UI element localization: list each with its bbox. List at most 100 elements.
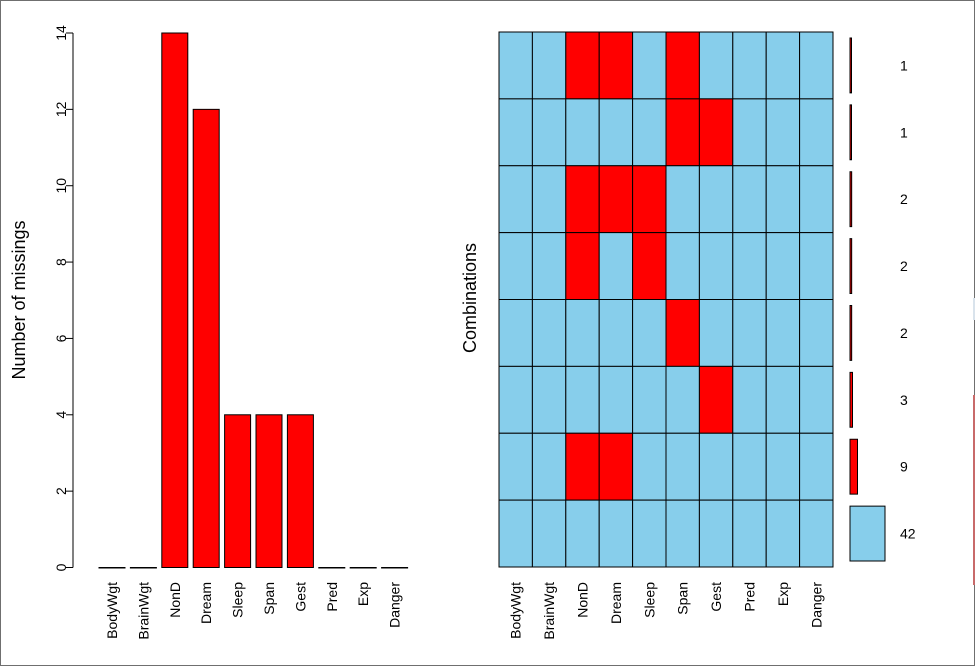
observed-cell	[598, 299, 634, 367]
observed-cell	[765, 299, 801, 367]
observed-cell	[565, 499, 600, 568]
y-tick-label: 0	[53, 563, 69, 571]
combination-count-label: 1	[900, 57, 908, 73]
observed-cell	[799, 432, 834, 501]
missing-cell	[665, 98, 700, 167]
bar-gest	[286, 414, 314, 568]
missing-cell	[665, 31, 700, 100]
observed-cell	[732, 232, 767, 300]
combination-column-label: Sleep	[641, 582, 657, 618]
bar-nond	[161, 32, 189, 568]
bar-pred	[318, 567, 346, 569]
x-tick-label: Dream	[198, 582, 214, 624]
observed-cell	[732, 499, 767, 568]
observed-cell	[632, 499, 667, 568]
observed-cell	[498, 165, 533, 234]
observed-cell	[531, 499, 567, 568]
observed-cell	[498, 31, 533, 100]
missing-cell	[565, 31, 600, 100]
observed-cell	[498, 98, 533, 167]
observed-cell	[498, 365, 533, 434]
observed-cell	[665, 432, 700, 501]
missing-cell	[565, 165, 600, 234]
observed-cell	[665, 499, 700, 568]
combination-count-label: 9	[900, 459, 908, 475]
observed-cell	[565, 98, 600, 167]
observed-cell	[799, 365, 834, 434]
observed-cell	[732, 365, 767, 434]
missing-cell	[698, 98, 734, 167]
observed-cell	[698, 165, 734, 234]
x-tick-label: Danger	[387, 582, 403, 628]
missing-cell	[565, 432, 600, 501]
observed-cell	[698, 232, 734, 300]
missing-cell	[598, 432, 634, 501]
observed-cell	[598, 499, 634, 568]
x-tick-label: BrainWgt	[135, 582, 151, 640]
x-tick-label: Span	[261, 582, 277, 615]
combination-frequency-bar	[849, 438, 858, 495]
observed-cell	[565, 365, 600, 434]
y-tick-label: 6	[53, 334, 69, 342]
observed-cell	[531, 31, 567, 100]
observed-cell	[765, 432, 801, 501]
combination-frequency-bar	[849, 104, 852, 161]
observed-cell	[531, 98, 567, 167]
observed-cell	[732, 299, 767, 367]
observed-cell	[598, 98, 634, 167]
combination-column-label: Exp	[775, 582, 791, 606]
observed-cell	[799, 299, 834, 367]
x-tick-label: Gest	[292, 582, 308, 612]
combinations-axis-title: Combinations	[460, 243, 480, 353]
combination-count-label: 2	[900, 325, 908, 341]
combination-count-label: 2	[900, 258, 908, 274]
combination-column-label: Dream	[608, 582, 624, 624]
missings-bar-chart: Number of missings 0 2 4 6 8 10 12 14 BodyWgt Bra…	[9, 25, 409, 640]
observed-cell	[799, 98, 834, 167]
combination-frequency-bar	[849, 171, 853, 228]
combination-frequency-bar	[849, 37, 852, 94]
observed-cell	[632, 299, 667, 367]
observed-cell	[765, 31, 801, 100]
missing-cell	[565, 232, 600, 300]
observed-cell	[765, 365, 801, 434]
combination-column-label: BrainWgt	[541, 582, 557, 640]
observed-cell	[799, 165, 834, 234]
bar-exp	[349, 567, 377, 569]
observed-cell	[765, 499, 801, 568]
observed-cell	[698, 31, 734, 100]
observed-cell	[632, 365, 667, 434]
combination-count-label: 3	[900, 392, 908, 408]
observed-cell	[632, 98, 667, 167]
observed-cell	[632, 31, 667, 100]
y-tick-label: 8	[53, 258, 69, 266]
window-edge-decoration	[973, 298, 975, 320]
observed-cell	[765, 98, 801, 167]
combination-frequency-bar	[849, 238, 853, 294]
bar-span	[255, 414, 283, 568]
observed-cell	[598, 365, 634, 434]
bar-dream	[192, 108, 220, 568]
x-tick-label: Exp	[355, 582, 371, 606]
observed-cell	[799, 31, 834, 100]
observed-cell	[531, 432, 567, 501]
observed-cell	[799, 499, 834, 568]
x-tick-label: Pred	[324, 582, 340, 612]
missing-cell	[598, 165, 634, 234]
bar-bodywgt	[98, 567, 126, 569]
observed-cell	[765, 165, 801, 234]
observed-cell	[498, 499, 533, 568]
y-axis-title: Number of missings	[9, 220, 29, 379]
observed-cell	[498, 232, 533, 300]
combination-column-label: Danger	[808, 582, 824, 628]
combination-count-label: 42	[900, 526, 916, 542]
observed-cell	[732, 165, 767, 234]
missing-cell	[632, 165, 667, 234]
combination-column-label: Gest	[708, 582, 724, 612]
observed-cell	[598, 232, 634, 300]
combinations-heatmap: Combinations BodyWgt BrainWgt NonD Dream Sle…	[460, 31, 916, 640]
observed-cell	[632, 432, 667, 501]
combination-column-label: Span	[675, 582, 691, 615]
y-tick-label: 12	[53, 101, 69, 117]
